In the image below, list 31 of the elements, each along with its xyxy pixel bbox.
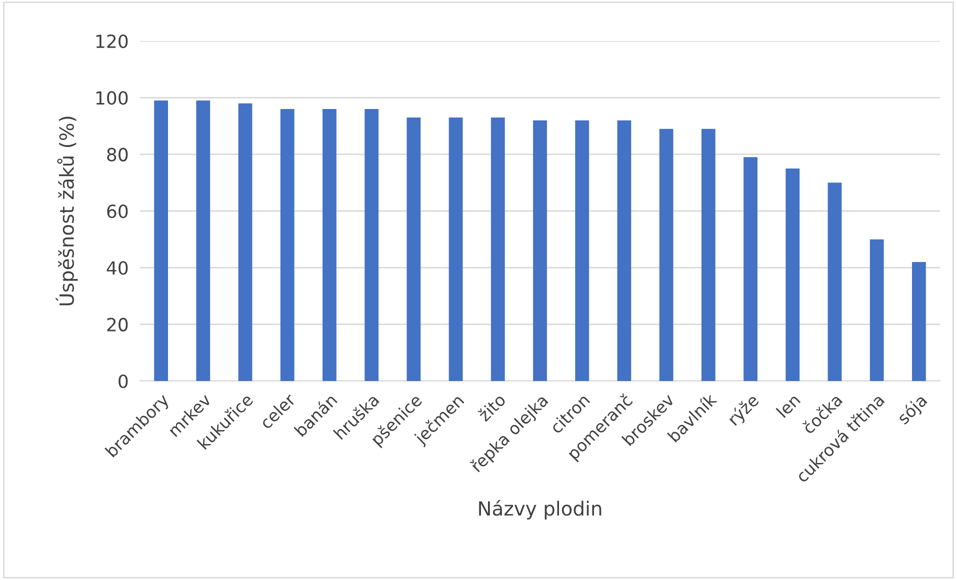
y-tick-label: 20 [107,318,128,332]
x-tick-label: len [776,393,801,418]
bar [786,168,800,381]
bar [575,120,590,381]
y-tick-label: 120 [96,34,128,48]
y-tick-label: 100 [96,91,128,105]
bar [448,118,463,381]
x-tick-label: sója [896,393,930,428]
bar [828,182,842,381]
y-tick-label: 0 [118,374,128,388]
bar [154,100,168,381]
bar [912,262,926,381]
bar [617,120,632,381]
y-tick-label: 40 [106,261,128,275]
bar [406,118,421,381]
x-tick-label: žito [476,392,506,422]
bar [659,128,674,381]
bar [364,109,379,381]
bar [701,128,716,381]
y-tick-label: 80 [107,148,128,162]
bar [322,109,336,381]
y-tick-label: 60 [107,204,128,218]
bar [196,100,210,381]
y-axis-title: Úspěšnost žáků (%) [56,116,78,306]
x-axis-title: Názvy plodin [479,500,602,520]
bar [490,118,505,381]
bar [238,103,252,381]
bar [533,120,547,381]
bar [744,157,758,381]
bar [280,109,294,381]
bar [870,239,884,381]
